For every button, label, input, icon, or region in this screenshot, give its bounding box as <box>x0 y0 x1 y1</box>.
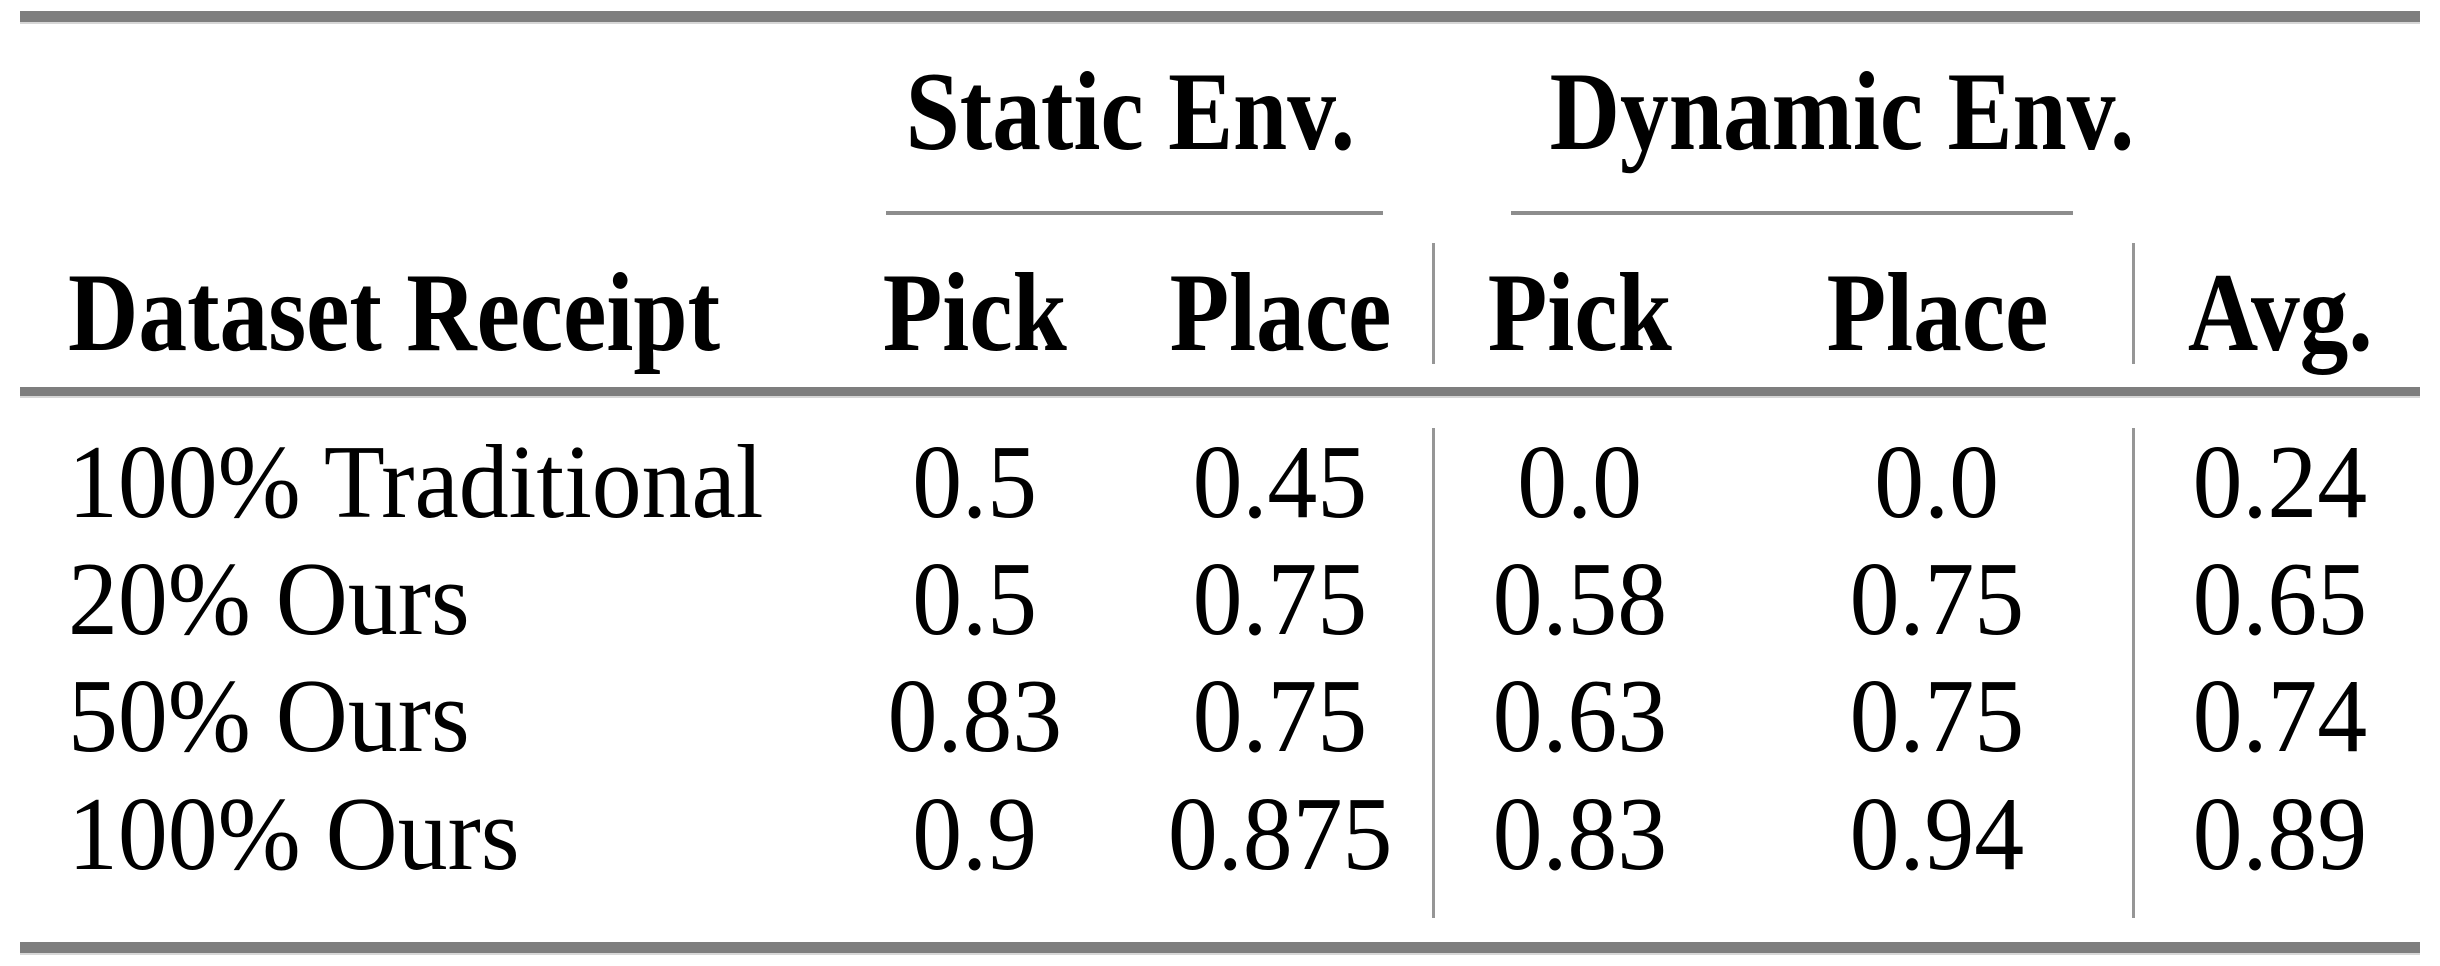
column-group-static-env-label: Static Env. <box>905 50 1355 174</box>
table-bottom-rule <box>20 942 2420 955</box>
table-cell: 0.24 <box>2192 423 2368 540</box>
table-cell: 0.63 <box>1492 657 1668 774</box>
table-row-label: 50% Ours <box>68 657 470 774</box>
column-header-static-pick: Pick <box>882 251 1068 375</box>
table-cell: 0.89 <box>2192 775 2368 892</box>
table-header-rule <box>20 387 2420 398</box>
column-separator-1-body <box>1432 428 1435 918</box>
table-cell: 0.45 <box>1192 423 1368 540</box>
table-cell: 0.94 <box>1849 775 2025 892</box>
table-cell: 0.75 <box>1192 540 1368 657</box>
column-separator-1-header <box>1432 243 1435 364</box>
table-cell: 0.65 <box>2192 540 2368 657</box>
column-header-dataset-receipt: Dataset Receipt <box>68 251 721 375</box>
dynamic-env-underline-rule <box>1511 211 2073 215</box>
table-cell: 0.74 <box>2192 657 2368 774</box>
column-separator-2-header <box>2132 243 2135 364</box>
table-top-rule <box>20 11 2420 24</box>
table-cell: 0.75 <box>1849 657 2025 774</box>
table-cell: 0.9 <box>912 775 1038 892</box>
column-group-dynamic-env-label: Dynamic Env. <box>1549 50 2135 174</box>
column-separator-2-body <box>2132 428 2135 918</box>
table-cell: 0.75 <box>1192 657 1368 774</box>
table-cell: 0.5 <box>912 540 1038 657</box>
table-row-label: 100% Traditional <box>68 423 764 540</box>
table-cell: 0.83 <box>887 657 1063 774</box>
column-header-dynamic-pick: Pick <box>1487 251 1673 375</box>
table-row-label: 100% Ours <box>68 775 520 892</box>
table-row-label: 20% Ours <box>68 540 470 657</box>
column-group-static-env: Static Env. <box>830 56 1430 168</box>
table-cell: 0.875 <box>1167 775 1393 892</box>
table-cell: 0.0 <box>1874 423 2000 540</box>
table-cell: 0.58 <box>1492 540 1668 657</box>
column-header-avg: Avg. <box>2187 251 2373 375</box>
static-env-underline-rule <box>886 211 1383 215</box>
column-header-dynamic-place: Place <box>1826 251 2048 375</box>
column-group-dynamic-env: Dynamic Env. <box>1506 56 2135 168</box>
table-cell: 0.75 <box>1849 540 2025 657</box>
table-cell: 0.83 <box>1492 775 1668 892</box>
table-cell: 0.0 <box>1517 423 1643 540</box>
column-header-static-place: Place <box>1169 251 1391 375</box>
table-cell: 0.5 <box>912 423 1038 540</box>
